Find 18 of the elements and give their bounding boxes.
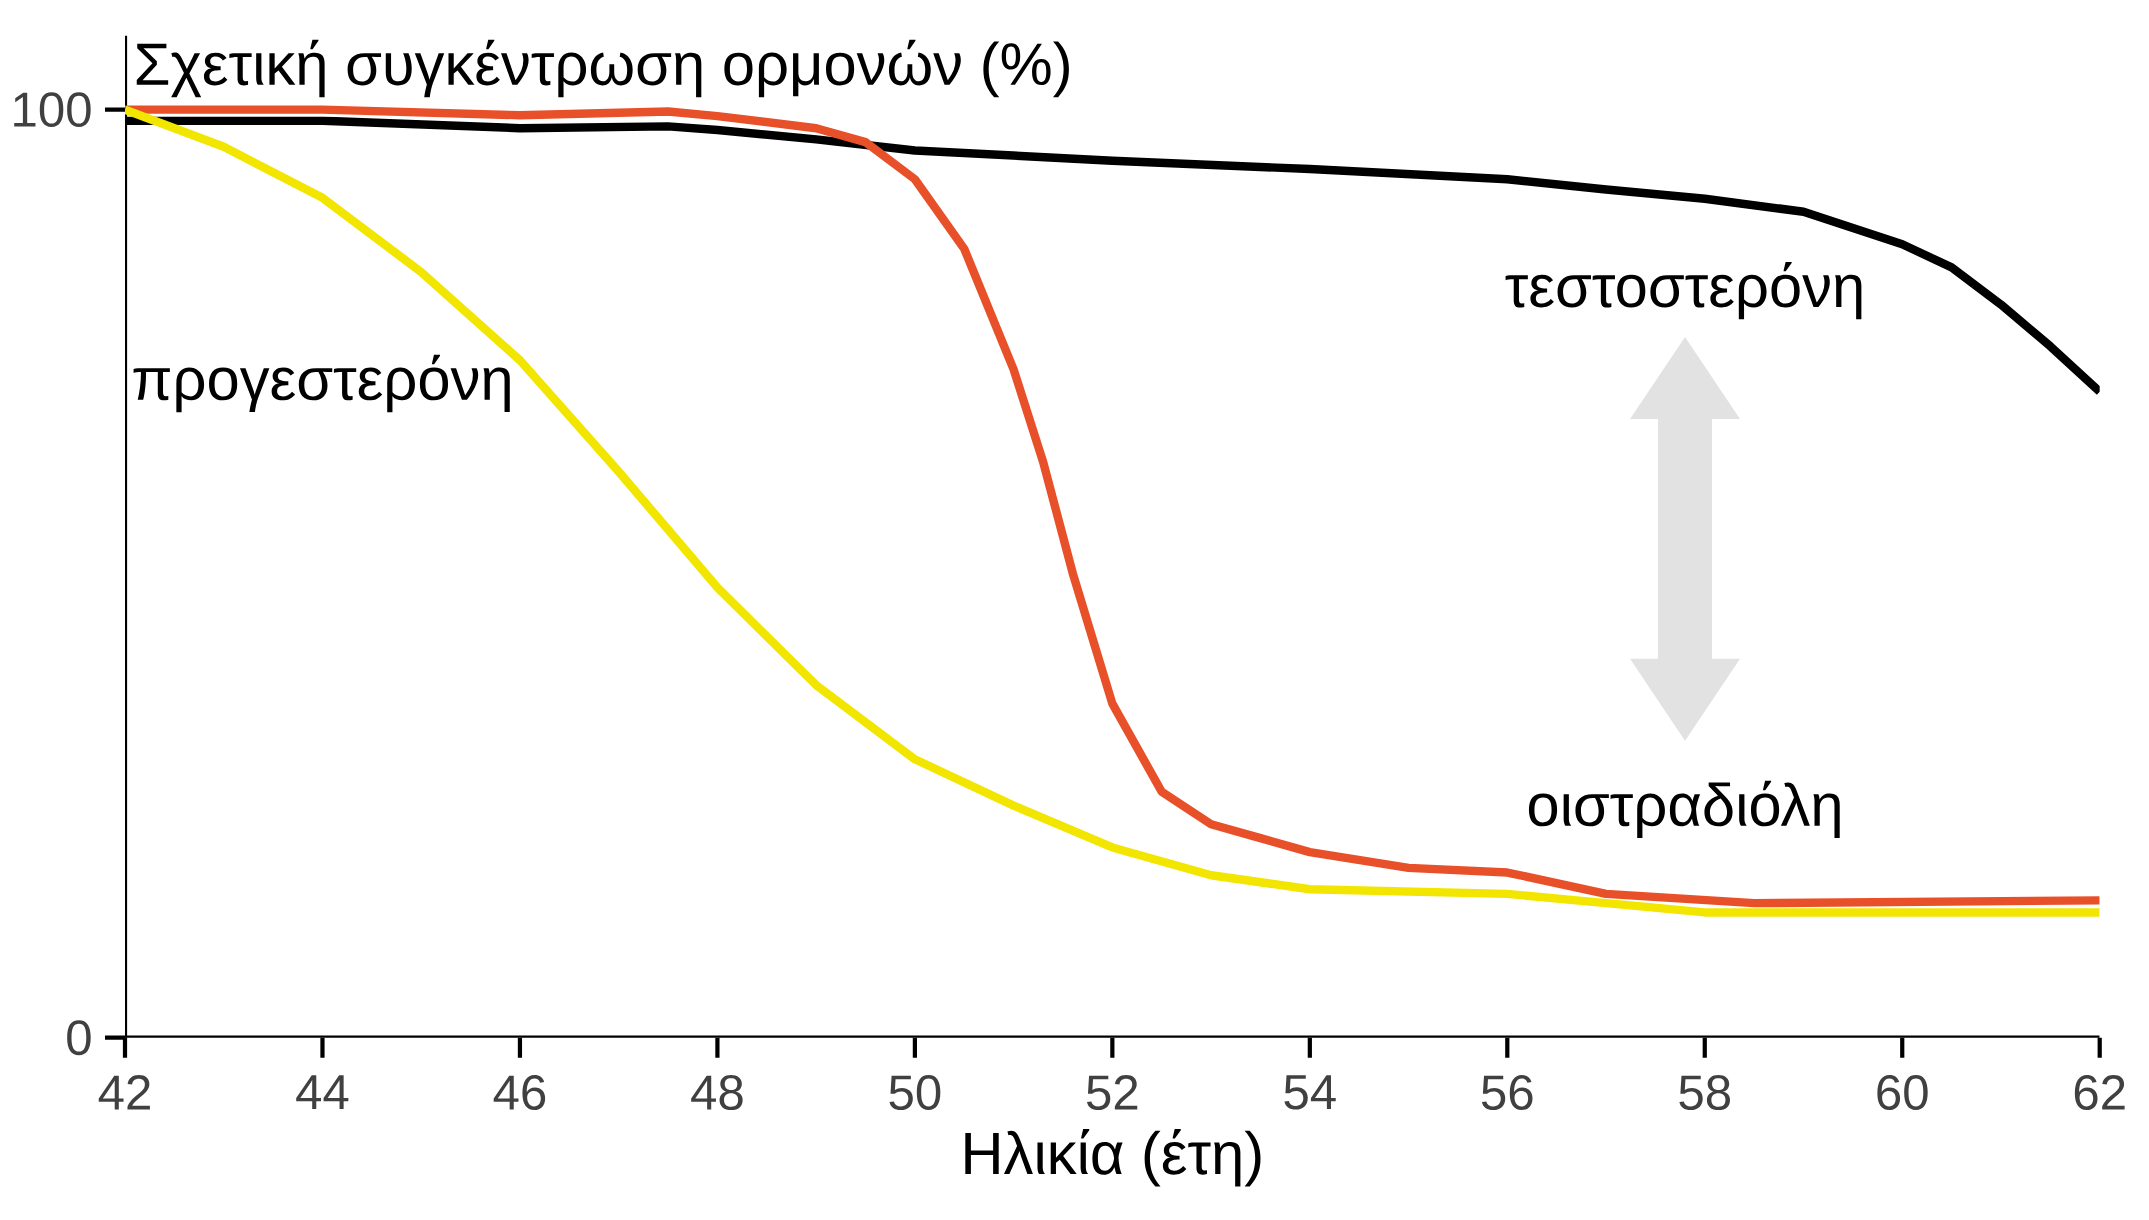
x-tick-label: 52 <box>1086 1075 1138 1110</box>
y-axis-title: Σχετική συγκέντρωση ορμονών (%) <box>136 39 1069 98</box>
x-tick-label: 44 <box>296 1075 349 1109</box>
x-axis-title: Ηλικία (έτη) <box>965 1129 1261 1187</box>
x-tick-label: 62 <box>2074 1075 2125 1110</box>
y-tick-label: 0 <box>67 1020 91 1056</box>
y-tick-label: 100 <box>14 92 91 128</box>
x-tick-label: 50 <box>889 1075 941 1110</box>
series-label: οιστραδιόλη <box>1528 780 1840 839</box>
x-tick-label: 56 <box>1481 1075 1533 1110</box>
x-tick-label: 48 <box>691 1075 743 1110</box>
series-label: τεστοστερόνη <box>1505 261 1862 320</box>
x-tick-label: 42 <box>98 1075 150 1110</box>
x-tick-label: 60 <box>1877 1075 1928 1110</box>
x-tick-label: 58 <box>1679 1075 1730 1110</box>
x-tick-label: 46 <box>493 1075 546 1110</box>
x-tick-label: 54 <box>1284 1075 1336 1110</box>
series-label: προγεστερόνη <box>133 354 510 413</box>
